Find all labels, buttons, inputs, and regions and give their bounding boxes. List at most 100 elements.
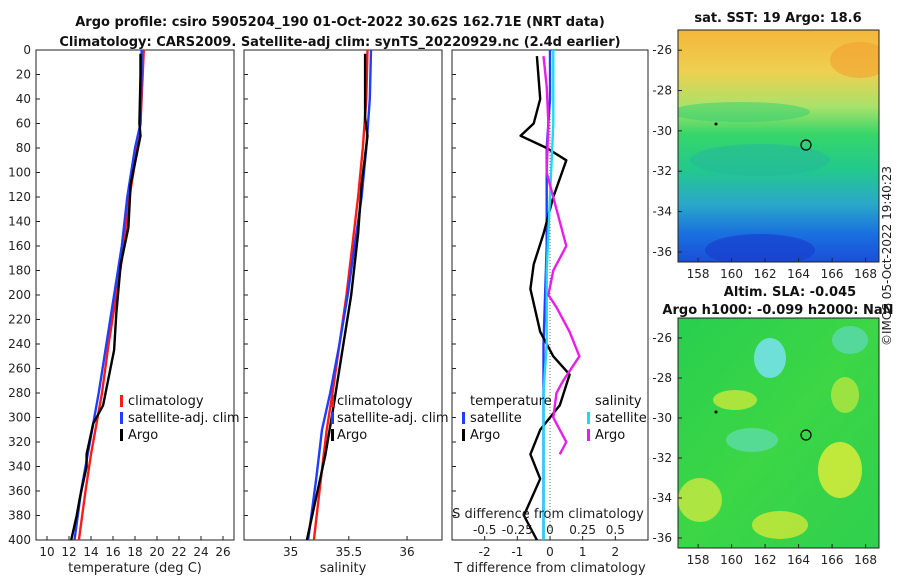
sst-cold-patch bbox=[705, 234, 815, 262]
difference-panel: -2 -1 0 1 2 -0.5 -0.25 0 0.25 0.5 T difference f… bbox=[451, 49, 649, 576]
temperature-legend: climatology satellite-adj. clim Argo bbox=[120, 394, 240, 443]
legend-label-argo: Argo bbox=[337, 428, 367, 443]
legend-label-climatology: climatology bbox=[337, 394, 413, 409]
x-tick-label: 14 bbox=[83, 545, 98, 559]
y-tick-label: 400 bbox=[8, 533, 31, 547]
sla-blob-cyan-2 bbox=[726, 428, 778, 452]
series-line-temperature-argo bbox=[519, 56, 571, 541]
series-line-argo bbox=[305, 53, 369, 541]
x-tick-label: 12 bbox=[61, 545, 76, 559]
legend-swatch-satellite bbox=[120, 412, 123, 424]
temperature-plot-frame bbox=[35, 49, 235, 541]
x-tick-label: 26 bbox=[215, 545, 230, 559]
map-y-tick-label: -36 bbox=[652, 245, 672, 259]
x-tick-label: 22 bbox=[171, 545, 186, 559]
sst-map-frame bbox=[677, 29, 880, 263]
x-tick-label: 1 bbox=[579, 545, 587, 559]
sla-argo-marker bbox=[800, 429, 812, 441]
x-tick-label: 18 bbox=[127, 545, 142, 559]
sst-cool-patch bbox=[690, 144, 830, 176]
salinity-plot-frame bbox=[243, 49, 443, 541]
x-tick-label: 0 bbox=[546, 545, 554, 559]
y-tick-label: 80 bbox=[16, 141, 31, 155]
legend-label-climatology: climatology bbox=[128, 394, 204, 409]
sla-map-panel: Altim. SLA: -0.045 Argo h1000: -0.099 h2… bbox=[652, 285, 893, 567]
y-tick-label: 320 bbox=[8, 435, 31, 449]
sla-map-frame bbox=[677, 317, 880, 549]
y-tick-label: 240 bbox=[8, 337, 31, 351]
series-line-satellite-adj-clim bbox=[306, 49, 373, 541]
map-x-tick-label: 162 bbox=[754, 267, 777, 281]
y-tick-label: 40 bbox=[16, 92, 31, 106]
x-tick-label-top: 0.5 bbox=[606, 523, 625, 537]
series-line-argo bbox=[70, 53, 142, 541]
salinity-legend: climatology satellite-adj. clim Argo bbox=[331, 394, 449, 443]
legend-swatch-satellite bbox=[331, 412, 334, 424]
y-tick-label: 60 bbox=[16, 117, 31, 131]
legend-swatch-climatology bbox=[331, 395, 334, 407]
y-tick-label: 140 bbox=[8, 215, 31, 229]
temperature-xlabel: temperature (deg C) bbox=[68, 561, 202, 576]
x-tick-label: 36 bbox=[399, 545, 414, 559]
sst-map-panel: sat. SST: 19 Argo: 18.6 158 160 162 164 166 1… bbox=[652, 11, 880, 281]
x-tick-label-top: -0.25 bbox=[502, 523, 533, 537]
legend-label-satellite: satellite bbox=[470, 411, 522, 426]
legend-swatch-sat-salinity bbox=[587, 412, 590, 424]
map-y-tick-label: -34 bbox=[652, 491, 672, 505]
legend-label-satellite: satellite-adj. clim bbox=[337, 411, 449, 426]
legend-swatch-argo bbox=[462, 429, 465, 441]
x-tick-label: -2 bbox=[479, 545, 491, 559]
sst-argo-marker bbox=[800, 139, 812, 151]
legend-swatch-argo bbox=[331, 429, 334, 441]
map-y-tick-label: -28 bbox=[652, 84, 672, 98]
series-line-satellite-adj-clim bbox=[73, 50, 143, 541]
y-tick-label: 300 bbox=[8, 411, 31, 425]
difference-xlabel-bottom: T difference from climatology bbox=[453, 561, 646, 576]
map-x-tick-label: 160 bbox=[720, 553, 743, 567]
legend-swatch-climatology bbox=[120, 395, 123, 407]
map-x-tick-label: 164 bbox=[787, 267, 810, 281]
difference-plot-frame bbox=[451, 49, 649, 541]
x-tick-label: 35.5 bbox=[335, 545, 362, 559]
sla-blob-yellow-3 bbox=[678, 478, 722, 522]
temperature-legend: temperature satellite Argo bbox=[462, 394, 552, 443]
map-y-tick-label: -26 bbox=[652, 331, 672, 345]
sla-blob-yellow-1 bbox=[713, 390, 757, 410]
y-tick-label: 100 bbox=[8, 166, 31, 180]
map-y-tick-label: -28 bbox=[652, 371, 672, 385]
map-y-tick-label: -32 bbox=[652, 164, 672, 178]
legend-label-sat-salinity: satellite bbox=[595, 411, 647, 426]
sla-blob-cyan-3 bbox=[832, 326, 868, 354]
sla-blob-yellow-5 bbox=[831, 377, 859, 413]
header-line-2: Climatology: CARS2009. Satellite-adj cli… bbox=[59, 35, 620, 50]
x-tick-label: -1 bbox=[511, 545, 523, 559]
y-tick-label: 340 bbox=[8, 460, 31, 474]
y-tick-label: 180 bbox=[8, 264, 31, 278]
difference-xlabel-top: S difference from climatology bbox=[452, 507, 644, 522]
salinity-panel: 35 35.5 36 salinity climatology satellite-… bbox=[243, 49, 449, 576]
sla-map-subtitle: Argo h1000: -0.099 h2000: NaN bbox=[662, 303, 893, 318]
y-tick-label: 0 bbox=[23, 43, 31, 57]
sst-warm-patch bbox=[830, 42, 879, 78]
y-tick-label: 200 bbox=[8, 288, 31, 302]
y-tick-label: 20 bbox=[16, 68, 31, 82]
y-tick-label: 120 bbox=[8, 190, 31, 204]
legend-swatch-argo-salinity bbox=[587, 429, 590, 441]
map-y-tick-label: -30 bbox=[652, 411, 672, 425]
map-x-tick-label: 162 bbox=[754, 553, 777, 567]
legend-label-satellite: satellite-adj. clim bbox=[128, 411, 240, 426]
header-line-1: Argo profile: csiro 5905204_190 01-Oct-2… bbox=[75, 15, 605, 30]
sla-map-title: Altim. SLA: -0.045 bbox=[724, 285, 856, 300]
map-y-tick-label: -30 bbox=[652, 124, 672, 138]
y-tick-label: 160 bbox=[8, 239, 31, 253]
legend-swatch-argo bbox=[120, 429, 123, 441]
sst-island-dot bbox=[714, 122, 718, 126]
series-line-climatology bbox=[77, 49, 145, 541]
x-tick-label: 20 bbox=[149, 545, 164, 559]
legend-title-temperature: temperature bbox=[470, 394, 552, 409]
y-tick-label: 280 bbox=[8, 386, 31, 400]
y-tick-label: 260 bbox=[8, 362, 31, 376]
y-tick-label: 220 bbox=[8, 313, 31, 327]
sla-island-dot bbox=[714, 410, 718, 414]
x-tick-label: 24 bbox=[193, 545, 208, 559]
